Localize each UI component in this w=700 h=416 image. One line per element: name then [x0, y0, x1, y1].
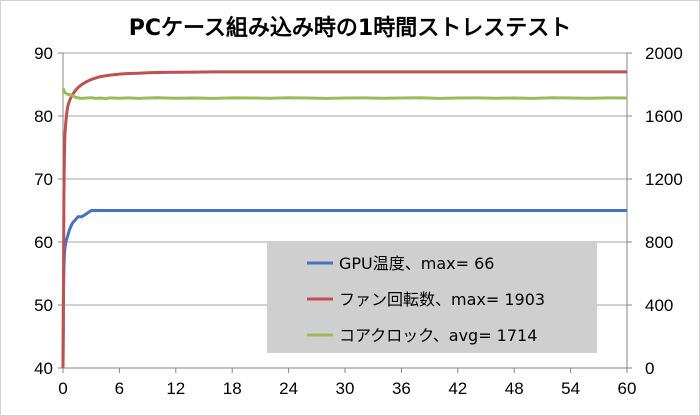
x-tick-label: 54	[561, 379, 580, 398]
x-tick-label: 60	[618, 379, 637, 398]
y-left-tick-label: 70	[34, 170, 53, 189]
x-tick-label: 0	[58, 379, 67, 398]
x-tick-label: 12	[166, 379, 185, 398]
series-line-1	[61, 209, 627, 369]
x-tick-label: 6	[115, 379, 124, 398]
series-lines	[61, 70, 628, 369]
y-left-tick-label: 40	[34, 359, 53, 378]
y-right-tick-label: 800	[645, 233, 673, 252]
y-right-tick-label: 1600	[645, 107, 683, 126]
y-left-tick-label: 80	[34, 107, 53, 126]
x-tick-label: 30	[336, 379, 355, 398]
x-tick-label: 24	[279, 379, 298, 398]
x-tick-label: 48	[505, 379, 524, 398]
y-right-tick-label: 0	[645, 359, 654, 378]
legend-label-2: ファン回転数、max= 1903	[339, 290, 545, 309]
series-line-3	[61, 87, 628, 101]
y-right-tick-label: 1200	[645, 170, 683, 189]
legend: GPU温度、max= 66 ファン回転数、max= 1903 コアクロック、avg=…	[267, 241, 597, 353]
y-right-tick-label: 400	[645, 296, 673, 315]
legend-label-3: コアクロック、avg= 1714	[339, 326, 537, 345]
x-tick-label: 42	[448, 379, 467, 398]
x-tick-label: 36	[392, 379, 411, 398]
chart-title: PCケース組み込み時の1時間ストレステスト	[129, 15, 571, 41]
x-tick-label: 18	[223, 379, 242, 398]
legend-label-1: GPU温度、max= 66	[339, 254, 494, 273]
y-right-tick-label: 2000	[645, 44, 683, 63]
y-left-tick-label: 60	[34, 233, 53, 252]
y-left-tick-label: 90	[34, 44, 53, 63]
series-line-2	[61, 70, 627, 369]
y-left-tick-label: 50	[34, 296, 53, 315]
